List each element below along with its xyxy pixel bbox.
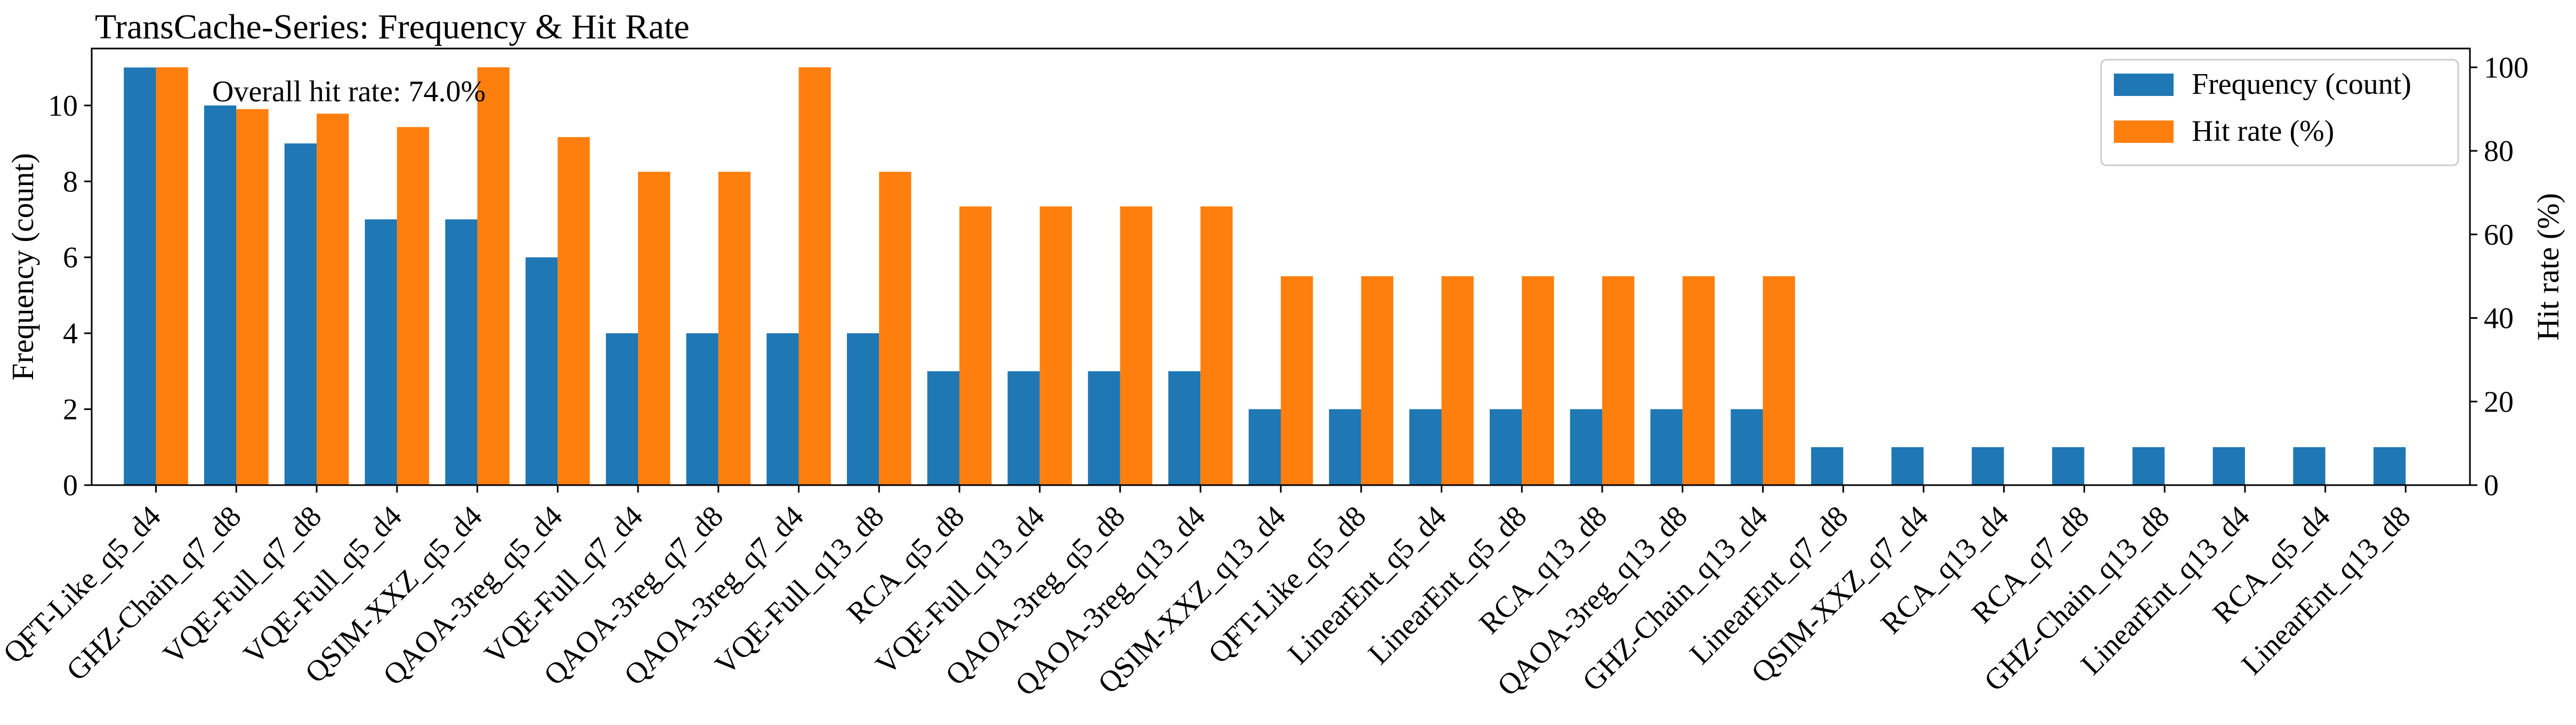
hit-rate-bar xyxy=(1682,276,1715,485)
frequency-bar xyxy=(1088,371,1120,485)
hit-rate-bar xyxy=(1361,276,1394,485)
frequency-bar xyxy=(927,371,960,485)
hit-rate-bar xyxy=(879,172,911,486)
frequency-bar xyxy=(1570,409,1602,485)
x-axis: QFT-Like_q5_d4GHZ-Chain_q7_d8VQE-Full_q7… xyxy=(0,485,2417,703)
legend: Frequency (count) Hit rate (%) xyxy=(2100,59,2459,166)
frequency-bar xyxy=(1731,409,1763,485)
frequency-bar xyxy=(2052,447,2085,485)
legend-swatch xyxy=(2114,74,2174,96)
frequency-bar xyxy=(1972,447,2004,485)
frequency-bar xyxy=(2132,447,2165,485)
frequency-bar xyxy=(605,333,639,485)
hit-rate-bar xyxy=(638,172,671,486)
hit-rate-bar xyxy=(1522,276,1554,485)
bars-group xyxy=(124,67,2406,486)
hit-rate-bar xyxy=(236,109,269,486)
y2-tick-label: 0 xyxy=(2484,469,2499,502)
frequency-bar xyxy=(124,67,156,485)
legend-label: Frequency (count) xyxy=(2192,68,2411,101)
y-tick-label: 6 xyxy=(63,241,78,275)
frequency-bar xyxy=(284,143,317,486)
y2-tick-label: 40 xyxy=(2484,302,2514,335)
hit-rate-bar xyxy=(959,206,992,485)
legend-swatch xyxy=(2114,120,2174,143)
legend-label: Hit rate (%) xyxy=(2192,115,2334,148)
legend-box xyxy=(2100,59,2459,166)
y2-tick-label: 80 xyxy=(2484,135,2514,168)
chart-title: TransCache-Series: Frequency & Hit Rate xyxy=(95,7,690,46)
frequency-bar xyxy=(1650,409,1683,485)
hit-rate-bar xyxy=(156,67,188,485)
frequency-bar xyxy=(2212,447,2245,485)
frequency-bar xyxy=(1891,447,1924,485)
hit-rate-bar xyxy=(1039,206,1072,485)
y-tick-label: 10 xyxy=(48,90,78,123)
overall-hit-rate-annotation: Overall hit rate: 74.0% xyxy=(212,75,486,108)
hit-rate-bar xyxy=(798,67,831,485)
frequency-bar xyxy=(2293,447,2325,485)
hit-rate-bar xyxy=(1602,276,1635,485)
frequency-bar xyxy=(1409,409,1442,485)
y2-tick-label: 20 xyxy=(2484,385,2514,418)
frequency-bar xyxy=(365,219,397,485)
y2-tick-label: 60 xyxy=(2484,219,2514,252)
frequency-bar xyxy=(766,333,799,485)
y-axis-label: Frequency (count) xyxy=(5,153,40,381)
frequency-bar xyxy=(686,333,718,485)
y-tick-label: 2 xyxy=(63,393,78,426)
y-tick-label: 4 xyxy=(63,317,78,350)
hit-rate-bar xyxy=(397,127,430,486)
frequency-bar xyxy=(204,105,237,486)
frequency-bar xyxy=(1007,371,1040,485)
y2-tick-label: 100 xyxy=(2484,51,2529,84)
hit-rate-bar xyxy=(558,137,590,485)
frequency-bar xyxy=(846,333,879,485)
frequency-bar xyxy=(1329,409,1361,485)
hit-rate-bar xyxy=(317,114,349,485)
y2-axis-label: Hit rate (%) xyxy=(2531,193,2565,341)
frequency-bar xyxy=(1168,371,1201,485)
frequency-bar xyxy=(2373,447,2406,485)
hit-rate-bar xyxy=(1281,276,1313,485)
frequency-bar xyxy=(1248,409,1281,485)
frequency-bar xyxy=(445,219,478,485)
hit-rate-bar xyxy=(1441,276,1474,485)
hit-rate-bar xyxy=(1120,206,1152,485)
frequency-bar xyxy=(526,257,558,485)
y-tick-label: 0 xyxy=(63,469,78,502)
hit-rate-bar xyxy=(1763,276,1795,485)
frequency-bar xyxy=(1811,447,1844,485)
y-tick-label: 8 xyxy=(63,165,78,198)
right-axis: 0 20 40 60 80 100 xyxy=(2470,51,2529,502)
left-axis: 0 2 4 6 8 10 xyxy=(48,90,92,502)
hit-rate-bar xyxy=(718,172,751,486)
hit-rate-bar xyxy=(1200,206,1233,485)
hit-rate-bar xyxy=(477,67,510,485)
frequency-bar xyxy=(1489,409,1522,485)
